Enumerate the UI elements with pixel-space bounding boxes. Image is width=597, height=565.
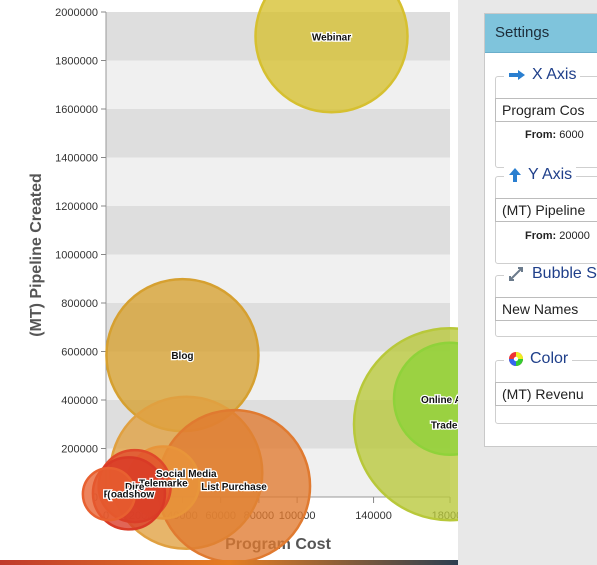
resize-arrows-icon	[509, 267, 523, 281]
plot-band	[106, 157, 450, 206]
bubble-label: Blog	[171, 351, 193, 362]
y-axis-title: (MT) Pipeline Created	[28, 173, 45, 337]
bubble-label: List Purchase	[201, 482, 267, 493]
y-tick-label: 800000	[61, 298, 98, 310]
bubble-size-group: Bubble S	[495, 265, 597, 337]
bubble-size-select[interactable]: New Names	[495, 297, 597, 321]
chart-svg: 0200000400000600000800000100000012000001…	[28, 0, 458, 560]
x-axis-select[interactable]: Program Cos	[495, 98, 597, 122]
bubble-label: Webinar	[312, 32, 351, 43]
y-axis-select[interactable]: (MT) Pipeline	[495, 198, 597, 222]
y-tick-label: 1000000	[55, 250, 98, 262]
y-tick-label: 1800000	[55, 56, 98, 68]
y-axis-from: From: 20000	[525, 230, 590, 242]
bubble-label: (	[107, 490, 111, 501]
color-legend: Color	[504, 350, 573, 368]
y-tick-label: 600000	[61, 347, 98, 359]
y-tick-label: 1600000	[55, 104, 98, 116]
bubble-label: Telemarke	[139, 478, 188, 489]
bubble-label: Online Adve	[421, 395, 458, 406]
x-tick-label: 140000	[355, 510, 392, 522]
settings-header: Settings	[485, 14, 597, 53]
up-arrow-icon	[509, 168, 521, 182]
y-axis-from-label: From:	[525, 230, 557, 242]
y-tick-label: 200000	[61, 444, 98, 456]
plot-band	[106, 206, 450, 255]
plot-band	[106, 109, 450, 158]
bubble-size-legend: Bubble S	[504, 265, 597, 283]
x-axis-legend: X Axis	[504, 66, 581, 84]
x-axis-from-label: From:	[525, 129, 557, 141]
y-tick-label: 1400000	[55, 153, 98, 165]
bubble-label: Tradesh	[431, 420, 458, 431]
color-select[interactable]: (MT) Revenu	[495, 382, 597, 406]
right-arrow-icon	[509, 70, 525, 80]
y-axis-legend: Y Axis	[504, 166, 577, 184]
y-axis-from-value: 20000	[559, 230, 590, 242]
bubble-label: Roadshow	[104, 489, 155, 500]
bottom-strip	[0, 560, 458, 565]
color-group: Color	[495, 350, 597, 424]
y-tick-label: 400000	[61, 395, 98, 407]
y-axis-group: Y Axis	[495, 166, 597, 264]
settings-panel: Settings X Axis Program Cos From: 6000 Y…	[484, 13, 597, 447]
settings-title: Settings	[495, 24, 550, 41]
y-tick-label: 2000000	[55, 7, 98, 19]
bubble-label: Dire	[125, 482, 145, 493]
bubble-chart: 0200000400000600000800000100000012000001…	[0, 0, 458, 560]
x-axis-from-value: 6000	[559, 129, 584, 141]
bubble	[254, 0, 409, 114]
x-axis-label: X Axis	[532, 66, 577, 83]
bubble-label: Social Media	[156, 469, 217, 480]
bubble	[81, 466, 137, 522]
color-wheel-icon	[509, 352, 523, 366]
bubble	[392, 341, 458, 457]
y-axis-label: Y Axis	[528, 166, 573, 183]
color-label: Color	[530, 350, 569, 367]
y-tick-label: 1200000	[55, 201, 98, 213]
x-axis-from: From: 6000	[525, 129, 584, 141]
bubble-size-label: Bubble S	[532, 265, 597, 282]
x-axis-group: X Axis	[495, 66, 597, 168]
